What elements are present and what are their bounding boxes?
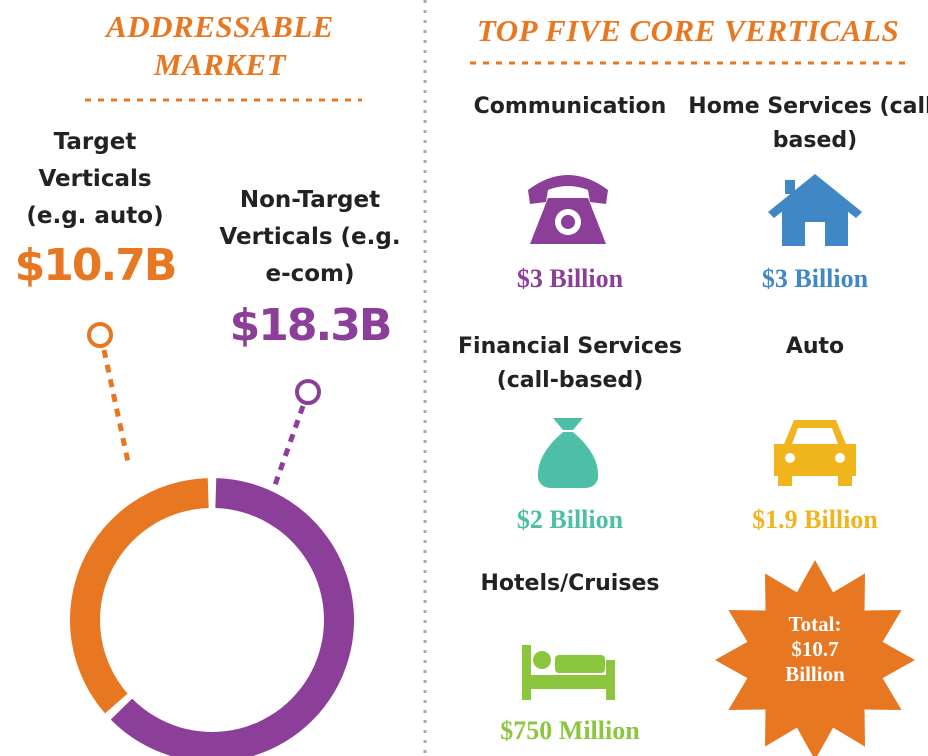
value-label: $18.3B	[229, 300, 393, 351]
house-icon	[768, 174, 862, 246]
vertical-name: Hotels/Cruises	[480, 571, 660, 596]
vertical-amount: $750 Million	[500, 716, 640, 745]
connector	[101, 349, 131, 463]
vertical-amount: $1.9 Billion	[752, 505, 878, 534]
pin	[87, 322, 113, 348]
donut-segment	[69, 478, 209, 714]
vertical-name: Auto	[785, 334, 845, 359]
bag-icon	[537, 418, 599, 488]
total-label: Total: $10.7 Billion	[785, 612, 845, 686]
car-icon	[774, 420, 856, 486]
donut-segment	[110, 478, 354, 756]
vertical-name: Home Services (call-based)	[688, 94, 928, 153]
category-label: Non-Target Verticals (e.g. e-com)	[219, 187, 401, 287]
vertical-amount: $3 Billion	[516, 264, 624, 293]
vertical-name: Financial Services (call-based)	[458, 334, 682, 393]
pin	[295, 379, 321, 405]
category-label: Target Verticals (e.g. auto)	[26, 129, 164, 229]
vertical-amount: $2 Billion	[516, 505, 624, 534]
connector	[272, 405, 306, 486]
phone-icon	[528, 175, 608, 244]
vertical-name: Communication	[473, 94, 667, 119]
value-label: $10.7B	[14, 240, 178, 291]
right-title: TOP FIVE CORE VERTICALS	[476, 13, 900, 48]
left-title: ADDRESSABLE MARKET	[106, 9, 334, 82]
vertical-amount: $3 Billion	[761, 264, 869, 293]
total-star	[715, 560, 915, 756]
bed-icon	[522, 645, 615, 700]
